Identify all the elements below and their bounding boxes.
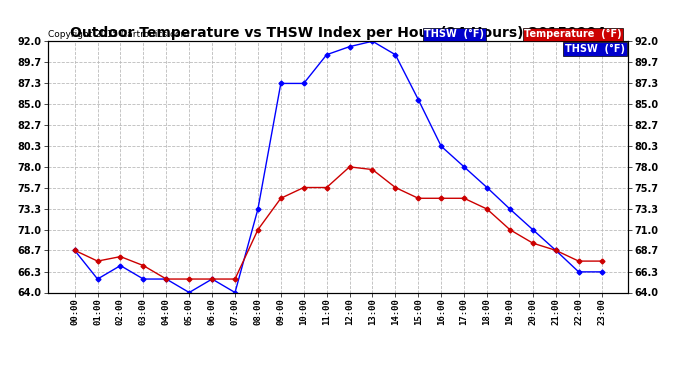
Text: Copyright 2015 Cartronics.com: Copyright 2015 Cartronics.com	[48, 30, 190, 39]
Text: Temperature  (°F): Temperature (°F)	[524, 29, 622, 39]
Text: THSW  (°F): THSW (°F)	[424, 29, 484, 39]
Title: Outdoor Temperature vs THSW Index per Hour (24 Hours) 20150904: Outdoor Temperature vs THSW Index per Ho…	[70, 26, 606, 40]
Text: THSW  (°F): THSW (°F)	[565, 44, 625, 54]
